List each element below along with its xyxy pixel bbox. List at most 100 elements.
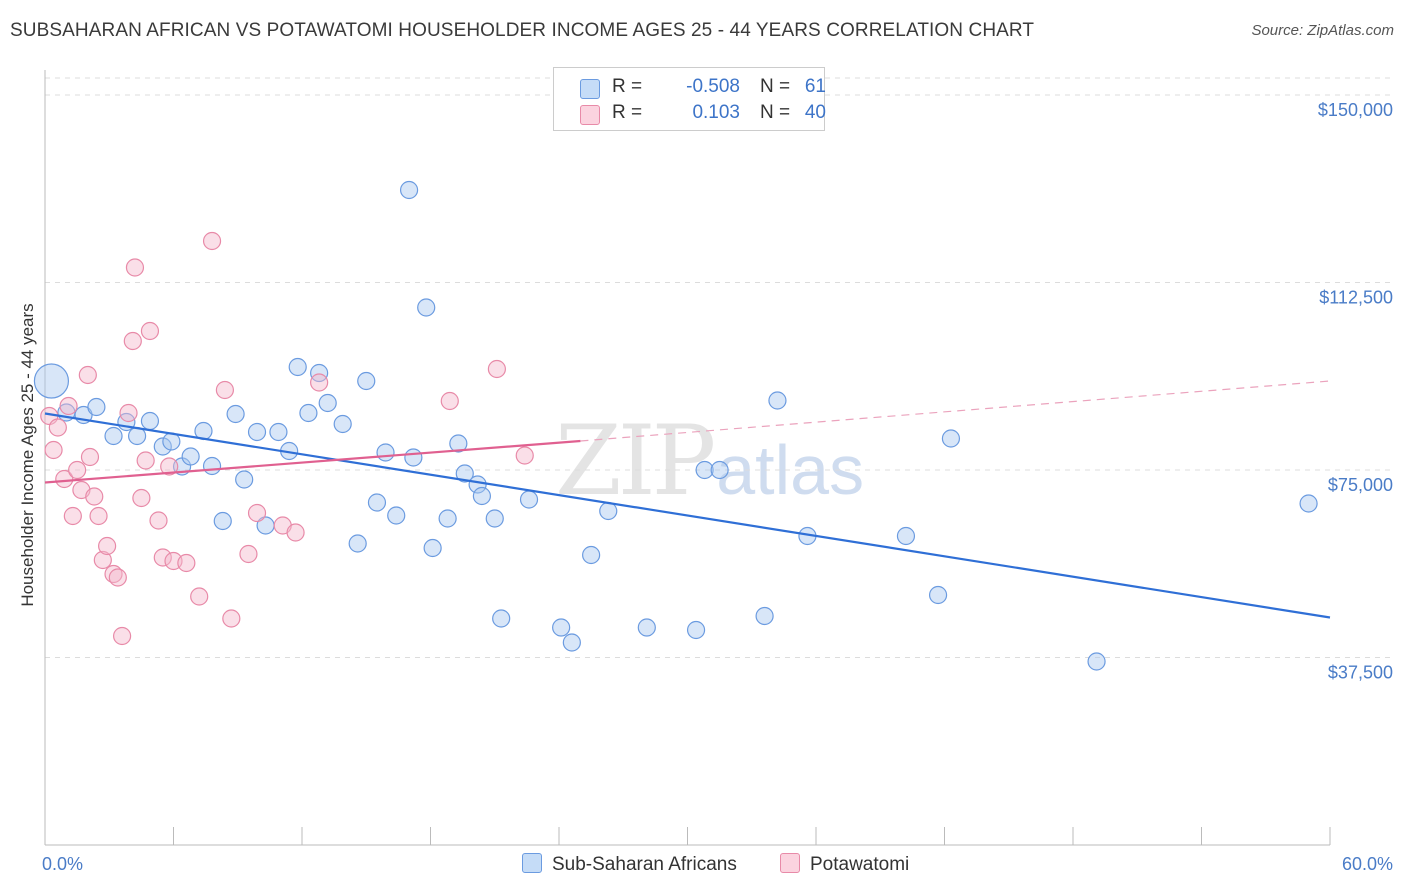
sub-saharan-point (387, 506, 406, 525)
sub-saharan-point (599, 501, 618, 521)
potawatomi-point (140, 321, 160, 341)
potawatomi-trend-line (44, 439, 581, 484)
potawatomi-point (286, 523, 305, 542)
legend-r-value: -0.508 (686, 76, 740, 97)
potawatomi-point (55, 469, 74, 489)
sub-saharan-point (896, 526, 916, 546)
sub-saharan-point (695, 460, 714, 480)
sub-saharan-point (318, 393, 337, 413)
legend-swatch-blue (580, 79, 600, 99)
potawatomi-point (149, 511, 168, 530)
chart-title: SUBSAHARAN AFRICAN VS POTAWATOMI HOUSEHO… (10, 20, 1035, 41)
sub-saharan-point (213, 511, 232, 531)
sub-saharan-point (399, 180, 419, 200)
potawatomi-point (215, 380, 234, 400)
potawatomi-point (112, 626, 132, 646)
potawatomi-point (487, 359, 506, 379)
sub-saharan-point (941, 429, 961, 448)
potawatomi-point (247, 503, 267, 523)
sub-saharan-point (226, 404, 245, 424)
sub-saharan-point (367, 493, 387, 512)
sub-saharan-point (686, 620, 706, 640)
sub-saharan-point (755, 606, 774, 626)
potawatomi-point (85, 487, 104, 506)
potawatomi-point (202, 231, 222, 251)
sub-saharan-trend-line (44, 412, 1331, 619)
stats-legend: R = -0.508 N = 61 R = 0.103 N = 40 (553, 67, 826, 131)
sub-saharan-point (288, 357, 307, 377)
sub-saharan-point (485, 509, 504, 528)
sub-saharan-point (87, 397, 106, 417)
sub-saharan-point (519, 490, 539, 509)
x-tick-label: 60.0% (1342, 854, 1393, 874)
sub-saharan-point (181, 447, 200, 466)
potawatomi-point (80, 447, 100, 467)
sub-saharan-point (1087, 652, 1106, 671)
sub-saharan-point (348, 534, 367, 553)
potawatomi-point (68, 460, 87, 480)
sub-saharan-point (202, 456, 222, 476)
potawatomi-point (132, 488, 151, 508)
sub-saharan-point (417, 298, 436, 317)
potawatomi-point (177, 553, 196, 573)
potawatomi-point (136, 451, 155, 470)
legend-n-value: 61 (804, 76, 826, 97)
legend-r-label: R = (612, 102, 643, 123)
bottom-legend-potawatomi: Potawatomi (780, 853, 909, 876)
sub-saharan-point (153, 437, 172, 456)
sub-saharan-point (768, 391, 787, 410)
potawatomi-point (78, 365, 97, 385)
potawatomi-point (310, 373, 329, 392)
y-tick-label: $37,500 (1328, 663, 1393, 683)
potawatomi-point (222, 609, 241, 628)
potawatomi-point (515, 446, 534, 465)
potawatomi-point (160, 457, 179, 476)
bottom-legend-label: Potawatomi (810, 854, 910, 875)
potawatomi-point (440, 391, 459, 411)
sub-saharan-point (357, 371, 376, 391)
bottom-legend-swatch-blue (522, 853, 542, 873)
source-label: Source: ZipAtlas.com (1251, 22, 1394, 39)
sub-saharan-point (582, 545, 601, 565)
sub-saharan-point (928, 585, 948, 605)
sub-saharan-point (449, 434, 468, 453)
legend-n-label: N = (760, 76, 791, 97)
bottom-legend-sub-saharan: Sub-Saharan Africans (522, 853, 737, 876)
sub-saharan-point (333, 414, 352, 434)
sub-saharan-point (104, 426, 123, 446)
sub-saharan-point (140, 411, 160, 431)
potawatomi-point (98, 536, 117, 556)
potawatomi-point (123, 331, 142, 351)
potawatomi-point (125, 258, 145, 277)
sub-saharan-point (299, 403, 318, 423)
sub-saharan-point (33, 363, 70, 399)
sub-saharan-point (1299, 494, 1318, 513)
sub-saharan-point (552, 618, 571, 637)
sub-saharan-point (492, 609, 511, 628)
sub-saharan-point (472, 486, 491, 506)
legend-n-value: 40 (804, 102, 826, 123)
sub-saharan-point (269, 422, 288, 442)
legend-swatch-pink (580, 105, 600, 125)
bottom-legend-label: Sub-Saharan Africans (552, 854, 737, 875)
potawatomi-point (48, 418, 67, 437)
legend-r-label: R = (612, 76, 643, 97)
potawatomi-point (119, 403, 138, 423)
sub-saharan-point (376, 443, 395, 462)
y-tick-label: $150,000 (1318, 100, 1393, 120)
potawatomi-point (108, 568, 127, 587)
legend-r-value: 0.103 (692, 102, 740, 123)
sub-saharan-point (247, 422, 267, 442)
potawatomi-point (93, 550, 112, 570)
potawatomi-point (63, 506, 82, 526)
sub-saharan-point (310, 363, 329, 383)
potawatomi-point (59, 396, 78, 416)
sub-saharan-point (235, 470, 254, 489)
potawatomi-point (89, 506, 108, 526)
potawatomi-point (190, 587, 209, 606)
sub-saharan-point (710, 460, 729, 480)
sub-saharan-point (404, 448, 423, 467)
potawatomi-point (153, 548, 172, 567)
x-tick-label: 0.0% (42, 854, 83, 874)
